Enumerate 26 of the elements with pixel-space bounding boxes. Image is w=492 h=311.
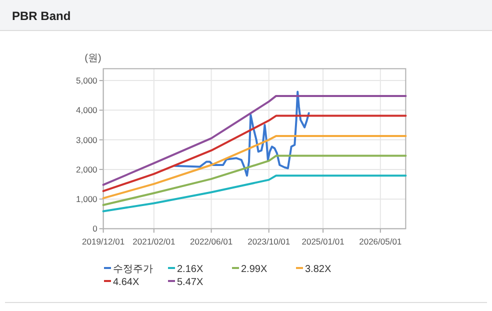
chart-title: PBR Band — [12, 9, 71, 23]
x-tick-label: 2025/01/01 — [302, 236, 345, 247]
line-series — [102, 134, 407, 200]
y-axis-title: (원) — [84, 53, 102, 64]
y-tick-label: 3,000 — [76, 134, 98, 145]
y-tick-label: 0 — [92, 224, 98, 234]
legend-label: 2.99X — [241, 264, 268, 275]
x-tick-label: 2022/06/01 — [190, 236, 233, 247]
line-series — [102, 154, 407, 206]
x-tick-label: 2023/10/01 — [248, 236, 290, 247]
x-tick-label: 2026/05/01 — [359, 236, 402, 247]
x-tick-label: 2021/02/01 — [132, 236, 176, 247]
y-tick-label: 5,000 — [76, 76, 98, 86]
legend-label: 3.82X — [305, 264, 332, 275]
legend-label: 2.16X — [177, 264, 204, 275]
legend-label: 4.64X — [113, 277, 140, 288]
y-tick-label: 2,000 — [76, 164, 98, 174]
line-series — [102, 94, 407, 186]
y-tick-label: 1,000 — [76, 194, 98, 204]
line-series — [102, 114, 407, 192]
legend-label: 수정주가 — [113, 264, 153, 275]
y-tick-label: 4,000 — [76, 105, 98, 116]
line-series — [102, 174, 407, 212]
line-series — [174, 90, 310, 177]
x-tick-label: 2019/12/01 — [82, 236, 125, 247]
legend-label: 5.47X — [177, 277, 204, 288]
